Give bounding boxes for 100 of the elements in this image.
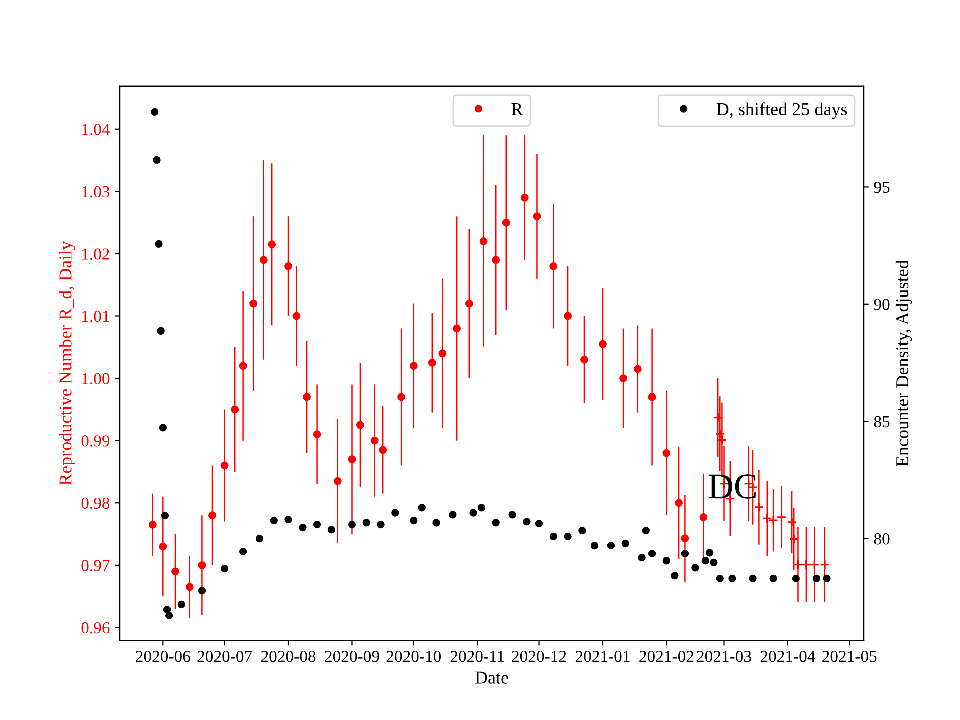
point [671, 572, 679, 580]
point [607, 542, 616, 550]
point [642, 527, 650, 535]
point [362, 519, 370, 527]
point [303, 393, 311, 402]
point [155, 240, 163, 248]
point [159, 424, 167, 432]
point [754, 502, 764, 512]
point [392, 509, 400, 517]
legend-label: R [512, 103, 524, 116]
y-tick-label: 0.98 [82, 498, 110, 510]
x-tick-label: 2020-06 [136, 651, 190, 662]
point [580, 356, 588, 364]
point [208, 512, 216, 520]
point [438, 350, 447, 358]
point [284, 262, 292, 270]
x-tick-label: 2020-11 [450, 651, 504, 662]
point [186, 583, 194, 592]
point [432, 519, 440, 527]
point [250, 300, 258, 308]
point [564, 532, 572, 541]
point [379, 446, 388, 454]
x-tick-label: 2021-02 [640, 651, 694, 662]
point [328, 526, 336, 534]
point [768, 516, 779, 526]
point [599, 340, 607, 348]
point [148, 520, 157, 529]
point [662, 449, 671, 458]
point [716, 574, 724, 582]
x-tick-label: 2020-07 [198, 651, 252, 662]
point [268, 240, 276, 249]
y2-tick-label: 90 [874, 299, 890, 310]
y-tick-label: 0.97 [82, 560, 110, 572]
x-tick-label: 2020-08 [261, 651, 316, 662]
point [163, 606, 172, 614]
point [578, 527, 586, 535]
point [638, 554, 646, 562]
point [299, 524, 307, 532]
point [533, 212, 542, 221]
x-tick-label: 2020-10 [386, 651, 442, 662]
point [502, 218, 510, 227]
point [151, 108, 159, 116]
point [449, 511, 457, 519]
point [700, 514, 708, 522]
point [675, 499, 683, 508]
point [198, 561, 206, 570]
x-axis-title: Date [475, 672, 508, 684]
x-tick-label: 2020-09 [325, 651, 380, 662]
point [418, 504, 426, 512]
point [564, 312, 572, 320]
y-axis-title: Reproductive Number R_d, Daily [59, 241, 76, 486]
point [787, 517, 798, 528]
point [648, 393, 656, 402]
point [550, 262, 558, 270]
point [370, 436, 379, 445]
point [478, 504, 486, 512]
point [713, 412, 724, 423]
point [239, 548, 248, 556]
point [356, 421, 364, 430]
point [270, 516, 278, 525]
point [334, 477, 342, 486]
point [812, 574, 821, 582]
point [348, 456, 356, 464]
point [801, 560, 812, 570]
point [590, 542, 599, 550]
point [465, 300, 474, 308]
point [620, 374, 628, 383]
point [770, 574, 778, 582]
point [749, 574, 757, 582]
point [492, 256, 500, 264]
x-tick-label: 2021-01 [576, 651, 630, 662]
point [198, 587, 206, 595]
point [153, 156, 161, 164]
point [508, 511, 516, 519]
point [220, 462, 229, 470]
point [313, 430, 322, 439]
point [260, 256, 268, 264]
point [692, 564, 700, 572]
point [550, 532, 558, 541]
point [166, 612, 174, 620]
point [398, 393, 406, 402]
point [535, 520, 544, 528]
point [622, 540, 630, 548]
point [710, 558, 718, 567]
point [348, 520, 356, 529]
point [256, 535, 264, 543]
point [706, 549, 714, 557]
point [681, 550, 690, 558]
point [715, 428, 726, 439]
point [159, 542, 168, 551]
point [284, 516, 292, 524]
point [681, 534, 690, 543]
point [178, 600, 186, 609]
point [717, 435, 728, 446]
y-tick-label: 1.03 [82, 186, 110, 198]
y2-tick-label: 85 [874, 416, 890, 428]
point [470, 509, 478, 517]
point [239, 362, 248, 370]
point [634, 365, 642, 374]
point [410, 516, 418, 525]
